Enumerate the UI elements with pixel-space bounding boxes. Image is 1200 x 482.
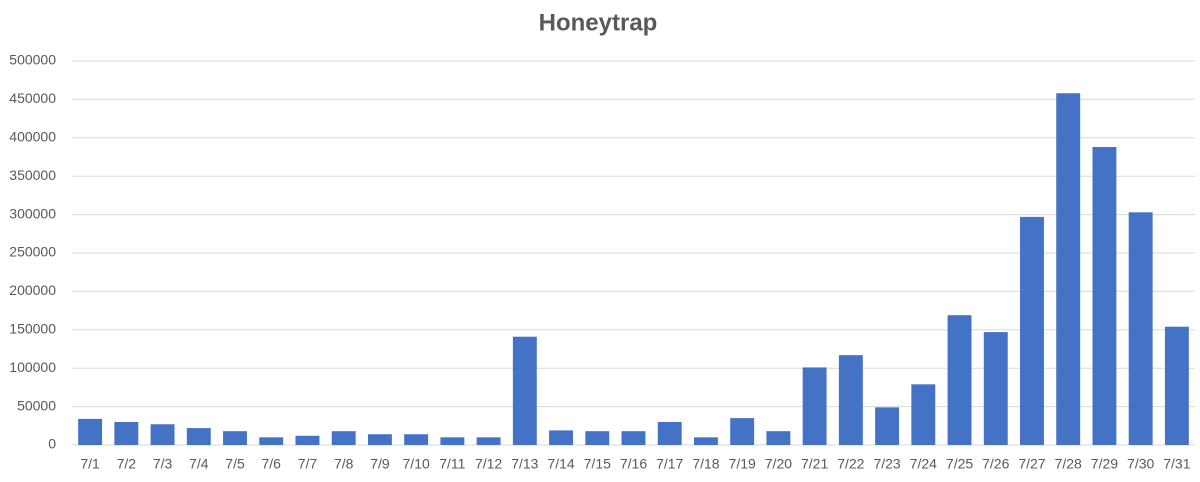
bar xyxy=(114,421,139,445)
bar xyxy=(476,437,501,445)
x-tick-label: 7/15 xyxy=(584,456,611,472)
x-tick-label: 7/19 xyxy=(729,456,756,472)
bar xyxy=(367,434,392,445)
x-tick-label: 7/11 xyxy=(439,456,465,472)
bar xyxy=(78,418,103,445)
bar xyxy=(1128,212,1153,445)
x-tick-label: 7/31 xyxy=(1163,456,1190,472)
x-tick-label: 7/20 xyxy=(765,456,792,472)
x-tick-label: 7/25 xyxy=(946,456,973,472)
bar xyxy=(1164,326,1189,445)
y-tick-label: 150000 xyxy=(9,321,56,337)
x-tick-label: 7/13 xyxy=(511,456,538,472)
x-tick-label: 7/9 xyxy=(370,456,390,472)
bar xyxy=(223,431,247,445)
x-tick-label: 7/26 xyxy=(982,456,1009,472)
bar xyxy=(693,437,718,445)
x-tick-label: 7/8 xyxy=(334,456,354,472)
y-tick-label: 100000 xyxy=(9,359,56,375)
y-tick-label: 400000 xyxy=(9,129,56,145)
x-tick-label: 7/5 xyxy=(225,456,245,472)
x-tick-label: 7/22 xyxy=(837,456,864,472)
x-tick-label: 7/2 xyxy=(117,456,137,472)
y-tick-label: 450000 xyxy=(9,90,56,106)
y-tick-label: 0 xyxy=(48,436,56,452)
bar xyxy=(1092,147,1117,446)
x-tick-label: 7/12 xyxy=(475,456,502,472)
x-tick-label: 7/7 xyxy=(298,456,318,472)
bar xyxy=(766,431,791,445)
x-tick-label: 7/14 xyxy=(547,456,574,472)
bar xyxy=(295,435,320,445)
x-tick-label: 7/27 xyxy=(1018,456,1045,472)
y-tick-label: 50000 xyxy=(17,397,56,413)
bar xyxy=(512,336,537,445)
bar xyxy=(404,434,429,445)
bar xyxy=(150,424,175,445)
y-tick-label: 500000 xyxy=(9,52,56,68)
bar xyxy=(549,430,574,445)
x-tick-label: 7/18 xyxy=(692,456,719,472)
x-tick-label: 7/4 xyxy=(189,456,209,472)
bar xyxy=(1020,216,1044,445)
y-tick-label: 200000 xyxy=(9,282,56,298)
x-tick-label: 7/10 xyxy=(403,456,430,472)
y-tick-label: 300000 xyxy=(9,205,56,221)
bar xyxy=(585,431,610,445)
x-tick-label: 7/3 xyxy=(153,456,173,472)
x-tick-label: 7/6 xyxy=(262,456,282,472)
bar xyxy=(802,367,827,445)
bar xyxy=(259,437,284,445)
x-tick-label: 7/1 xyxy=(80,456,100,472)
x-tick-label: 7/30 xyxy=(1127,456,1154,472)
bar xyxy=(875,407,900,445)
chart-title: Honeytrap xyxy=(539,9,658,36)
bar xyxy=(657,421,682,445)
bar xyxy=(983,332,1008,445)
bar xyxy=(947,315,972,445)
bar xyxy=(331,431,356,445)
x-tick-label: 7/28 xyxy=(1055,456,1082,472)
bar xyxy=(186,428,211,445)
x-tick-label: 7/24 xyxy=(910,456,937,472)
x-tick-label: 7/23 xyxy=(873,456,900,472)
x-tick-label: 7/21 xyxy=(801,456,828,472)
x-tick-label: 7/16 xyxy=(620,456,647,472)
y-tick-label: 350000 xyxy=(9,167,56,183)
bar xyxy=(621,431,646,445)
bar xyxy=(1056,93,1081,446)
bar xyxy=(838,355,863,445)
bar xyxy=(440,437,465,445)
x-tick-label: 7/29 xyxy=(1091,456,1118,472)
bar xyxy=(911,384,936,445)
x-tick-label: 7/17 xyxy=(656,456,683,472)
bar xyxy=(730,418,755,445)
y-tick-label: 250000 xyxy=(9,244,56,260)
